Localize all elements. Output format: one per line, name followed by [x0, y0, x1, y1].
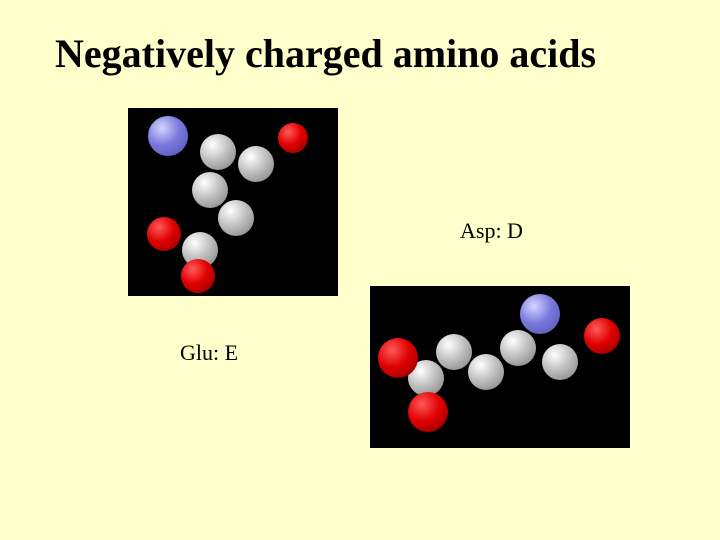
atom — [500, 330, 536, 366]
label-asp: Asp: D — [460, 218, 523, 244]
atom — [218, 200, 254, 236]
atom — [378, 338, 418, 378]
molecule-glu — [370, 286, 630, 448]
atom — [238, 146, 274, 182]
molecule-asp — [128, 108, 338, 296]
atom — [436, 334, 472, 370]
atom — [148, 116, 188, 156]
atom — [181, 259, 215, 293]
atom — [520, 294, 560, 334]
page-title: Negatively charged amino acids — [55, 30, 596, 77]
atom — [278, 123, 308, 153]
atom — [200, 134, 236, 170]
atom — [192, 172, 228, 208]
atom — [147, 217, 181, 251]
label-glu: Glu: E — [180, 340, 238, 366]
atom — [468, 354, 504, 390]
atom — [542, 344, 578, 380]
atom — [408, 392, 448, 432]
atom — [584, 318, 620, 354]
